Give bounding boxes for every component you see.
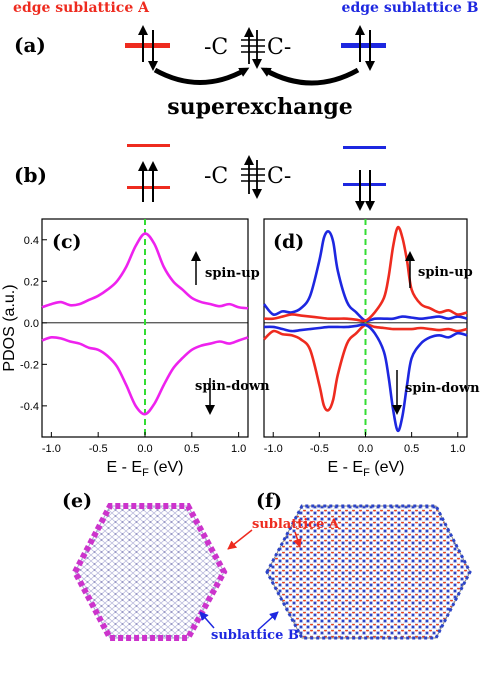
sublattice-b-arrow-right — [257, 611, 279, 631]
x-tick-label: -0.5 — [89, 443, 108, 455]
level-a-filled — [125, 43, 170, 48]
carbon-right-b: C- — [267, 164, 291, 189]
x-tick-label: -1.0 — [264, 443, 283, 455]
level-b-filled — [341, 43, 386, 48]
spins-up-a — [138, 161, 158, 202]
bond-spins-b — [244, 155, 262, 199]
y-tick-label: 0.4 — [24, 235, 39, 247]
exchange-arrow-right — [260, 67, 360, 86]
level-b-lower — [343, 183, 386, 186]
sublattice-b-arrow-left — [199, 611, 215, 629]
y-tick-label: 0.2 — [24, 276, 39, 288]
triple-bond-b — [241, 168, 265, 182]
y-tick-label: 0.0 — [24, 318, 39, 330]
series-line-pdos — [41, 335, 249, 416]
panel-label-c: (c) — [52, 231, 82, 253]
x-tick-label: 0.5 — [404, 443, 419, 455]
carbon-left-a: -C — [204, 35, 228, 60]
exchange-arrow-left — [153, 67, 250, 85]
spins-down-b — [355, 170, 375, 211]
spin-down-label-d: spin-down — [405, 381, 480, 396]
x-tick-label: -1.0 — [42, 443, 61, 455]
sublattice-b-label: sublattice B — [211, 628, 299, 643]
triple-bond-a — [241, 39, 265, 53]
x-tick-label: 0.0 — [358, 443, 373, 455]
panel-label-a: (a) — [14, 33, 46, 57]
spin-down-label-c: spin-down — [195, 379, 270, 394]
panel-e: (e) — [62, 490, 228, 641]
sublattice-a-arrow-right — [293, 531, 302, 548]
y-tick-label: -0.4 — [20, 401, 39, 413]
flake-f-edge — [265, 504, 472, 640]
series-line-pdos — [41, 232, 249, 310]
x-tick-label: 1.0 — [450, 443, 465, 455]
panel-a: (a) -C C- superexchange — [14, 25, 386, 120]
panel-label-d: (d) — [273, 231, 304, 253]
x-tick-label: 0.0 — [137, 443, 152, 455]
plot-c: -1.0 -0.5 0.0 0.5 1.0 -0.4 -0.2 0.0 0.2 0.4 (c) s… — [1, 218, 270, 479]
level-b-upper — [343, 146, 386, 149]
series-line-sublattice_a — [263, 225, 468, 323]
series-line-sublattice_a — [263, 323, 468, 412]
level-a-upper — [127, 144, 170, 147]
edge-spin-density — [71, 503, 228, 641]
spin-pair-b — [355, 25, 375, 71]
plot-c-marks: -1.0 -0.5 0.0 0.5 1.0 -0.4 -0.2 0.0 0.2 0.4 — [20, 219, 249, 455]
sublattice-a-title: edge sublattice A — [13, 0, 150, 16]
x-axis-label-d: E - EF (eV) — [328, 459, 405, 479]
panel-label-e: (e) — [62, 490, 92, 512]
spin-up-label-d: spin-up — [418, 265, 473, 280]
x-tick-label: -0.5 — [310, 443, 329, 455]
panel-b: (b) -C C- — [14, 144, 386, 211]
panel-label-f: (f) — [256, 490, 282, 512]
panel-label-b: (b) — [14, 163, 47, 187]
spin-pair-a — [138, 25, 158, 71]
level-a-lower — [127, 186, 170, 189]
x-axis-label-c: E - EF (eV) — [107, 459, 184, 479]
plot-d: -1.0 -0.5 0.0 0.5 1.0 (d) spin-up spin-down … — [262, 218, 480, 479]
spin-up-label-c: spin-up — [205, 266, 260, 281]
x-tick-label: 0.5 — [184, 443, 199, 455]
carbon-right-a: C- — [267, 35, 291, 60]
sublattice-b-title: edge sublattice B — [342, 0, 479, 16]
plot-d-marks: -1.0 -0.5 0.0 0.5 1.0 — [262, 219, 468, 455]
bond-spins-a — [244, 27, 262, 69]
series-line-sublattice_b — [262, 230, 468, 323]
carbon-left-b: -C — [204, 164, 228, 189]
x-tick-label: 1.0 — [231, 443, 246, 455]
y-tick-label: -0.2 — [20, 359, 39, 371]
sublattice-a-arrow-left — [227, 529, 253, 550]
y-axis-label: PDOS (a.u.) — [1, 284, 18, 371]
superexchange-label: superexchange — [167, 94, 353, 120]
series-line-sublattice_b — [263, 323, 468, 433]
panel-f: (f) — [256, 490, 472, 640]
sublattice-a-label: sublattice A — [252, 517, 340, 532]
